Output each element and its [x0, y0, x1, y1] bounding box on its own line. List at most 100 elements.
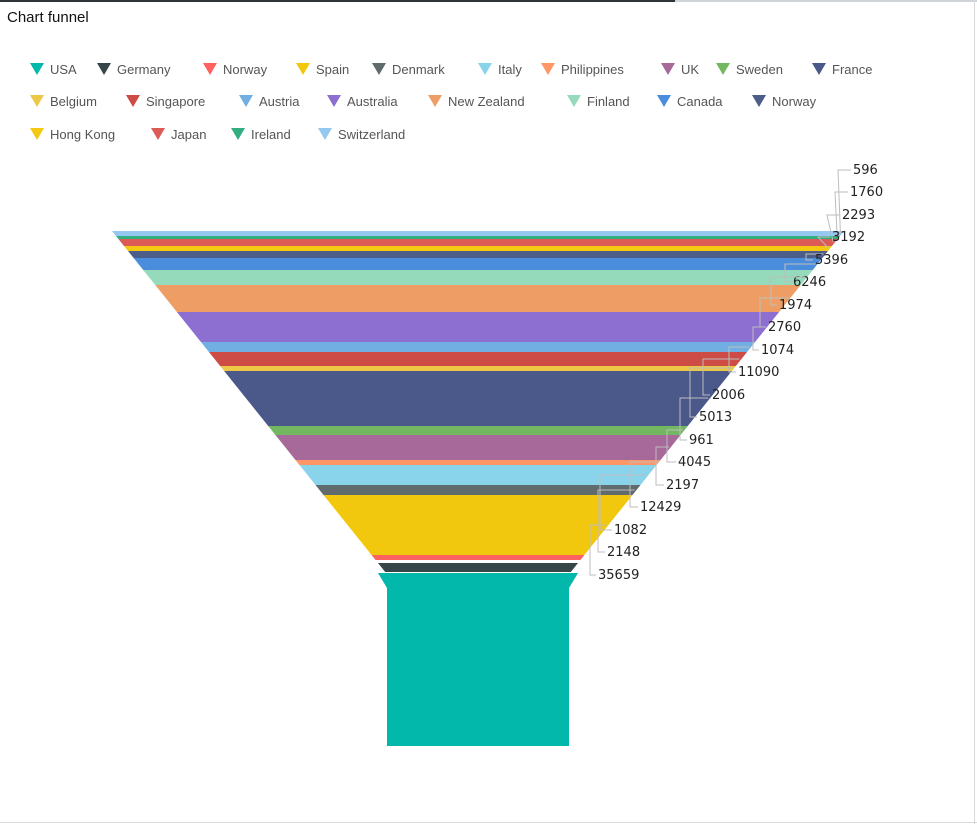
legend-label: France [832, 61, 873, 77]
funnel-segment[interactable] [375, 560, 581, 563]
data-label: 1074 [761, 343, 794, 358]
funnel-segment-base[interactable] [387, 573, 569, 746]
data-label-leader-line [752, 326, 766, 351]
data-label-leader-line [629, 461, 657, 508]
funnel-segment[interactable] [208, 352, 748, 366]
data-label: 1082 [614, 523, 647, 538]
funnel-segment[interactable] [116, 236, 840, 239]
legend-label: Norway [223, 61, 268, 77]
funnel-segment[interactable] [133, 258, 823, 270]
data-label-leader-line [816, 236, 830, 249]
legend-item[interactable]: Switzerland [318, 124, 405, 144]
legend-label: Denmark [392, 61, 445, 77]
legend-label: Hong Kong [50, 126, 116, 142]
data-label: 6246 [793, 275, 826, 290]
legend-label: Japan [171, 126, 207, 142]
funnel-segment-neck[interactable] [378, 573, 578, 588]
chart-title: Chart funnel [7, 9, 89, 26]
data-label: 5396 [815, 253, 848, 268]
legend-marker-icon [657, 95, 671, 107]
data-label-leader-line [599, 474, 647, 531]
funnel-segment[interactable] [220, 366, 736, 371]
legend-label: Switzerland [338, 126, 406, 142]
legend-item[interactable]: Singapore [126, 91, 205, 111]
legend-item[interactable]: UK [661, 59, 699, 79]
data-label: 11090 [738, 365, 779, 380]
legend-marker-icon [372, 63, 386, 75]
data-label-leader-line [689, 367, 733, 418]
data-label-leader-line [702, 358, 740, 396]
legend-item[interactable]: France [812, 59, 872, 79]
legend-marker-icon [812, 63, 826, 75]
legend-item[interactable]: Finland [567, 91, 630, 111]
funnel-segment[interactable] [143, 270, 813, 285]
data-label-leader-line [826, 214, 840, 243]
legend-marker-icon [151, 128, 165, 140]
data-label: 2148 [607, 545, 640, 560]
legend-item[interactable]: Denmark [372, 59, 445, 79]
data-label-leader-line [655, 446, 669, 486]
funnel-segment[interactable] [275, 435, 681, 460]
legend-label: USA [50, 61, 77, 77]
legend-marker-icon [541, 63, 555, 75]
funnel-segment[interactable] [371, 555, 585, 560]
funnel-segment[interactable] [118, 239, 838, 246]
legend-item[interactable]: Canada [657, 91, 723, 111]
data-label: 5013 [699, 410, 732, 425]
funnel-segment[interactable] [377, 563, 579, 572]
legend-item[interactable]: Belgium [30, 91, 97, 111]
data-label: 1760 [850, 185, 883, 200]
funnel-segment[interactable] [268, 426, 688, 435]
legend-label: Norway [772, 93, 817, 109]
legend-label: Italy [498, 61, 522, 77]
legend-item[interactable]: Hong Kong [30, 124, 115, 144]
legend-item[interactable]: Italy [478, 59, 522, 79]
data-label-leader-line [770, 276, 806, 306]
legend-item[interactable]: Austria [239, 91, 299, 111]
funnel-segment[interactable] [155, 285, 801, 312]
legend-label: Sweden [736, 61, 783, 77]
funnel-segment[interactable] [299, 465, 657, 485]
funnel-segment[interactable] [224, 371, 732, 426]
data-label: 35659 [598, 568, 639, 583]
funnel-segment[interactable] [323, 495, 633, 555]
legend-item[interactable]: USA [30, 59, 77, 79]
funnel-segment[interactable] [112, 231, 844, 236]
data-label: 961 [689, 433, 714, 448]
legend-item[interactable]: Germany [97, 59, 170, 79]
legend-item[interactable]: Ireland [231, 124, 291, 144]
legend-label: New Zealand [448, 93, 525, 109]
legend-item[interactable]: Sweden [716, 59, 783, 79]
legend-item[interactable]: Australia [327, 91, 398, 111]
legend-label: Spain [316, 61, 350, 77]
legend-label: Philippines [561, 61, 624, 77]
legend-marker-icon [661, 63, 675, 75]
legend-marker-icon [478, 63, 492, 75]
funnel-segment[interactable] [128, 251, 828, 258]
legend-item[interactable]: Spain [296, 59, 349, 79]
legend-marker-icon [567, 95, 581, 107]
funnel-segment[interactable] [295, 460, 661, 465]
legend-marker-icon [126, 95, 140, 107]
legend-item[interactable]: New Zealand [428, 91, 525, 111]
legend-item[interactable]: Norway [752, 91, 816, 111]
data-label: 2197 [666, 478, 699, 493]
legend-item[interactable]: Philippines [541, 59, 624, 79]
legend-label: Finland [587, 93, 630, 109]
funnel-segment[interactable] [315, 485, 641, 495]
legend-item[interactable]: Norway [203, 59, 267, 79]
data-label: 12429 [640, 500, 681, 515]
legend-item[interactable]: Japan [151, 124, 206, 144]
data-label: 2006 [712, 388, 745, 403]
frame-right-border [974, 0, 975, 824]
legend-marker-icon [296, 63, 310, 75]
legend-label: Germany [117, 61, 171, 77]
legend-marker-icon [716, 63, 730, 75]
funnel-segment[interactable] [200, 342, 756, 352]
legend-label: Singapore [146, 93, 206, 109]
funnel-segment[interactable] [176, 312, 780, 342]
data-label-leader-line [784, 263, 816, 283]
legend-marker-icon [239, 95, 253, 107]
legend-marker-icon [30, 95, 44, 107]
funnel-segment[interactable] [124, 246, 832, 251]
